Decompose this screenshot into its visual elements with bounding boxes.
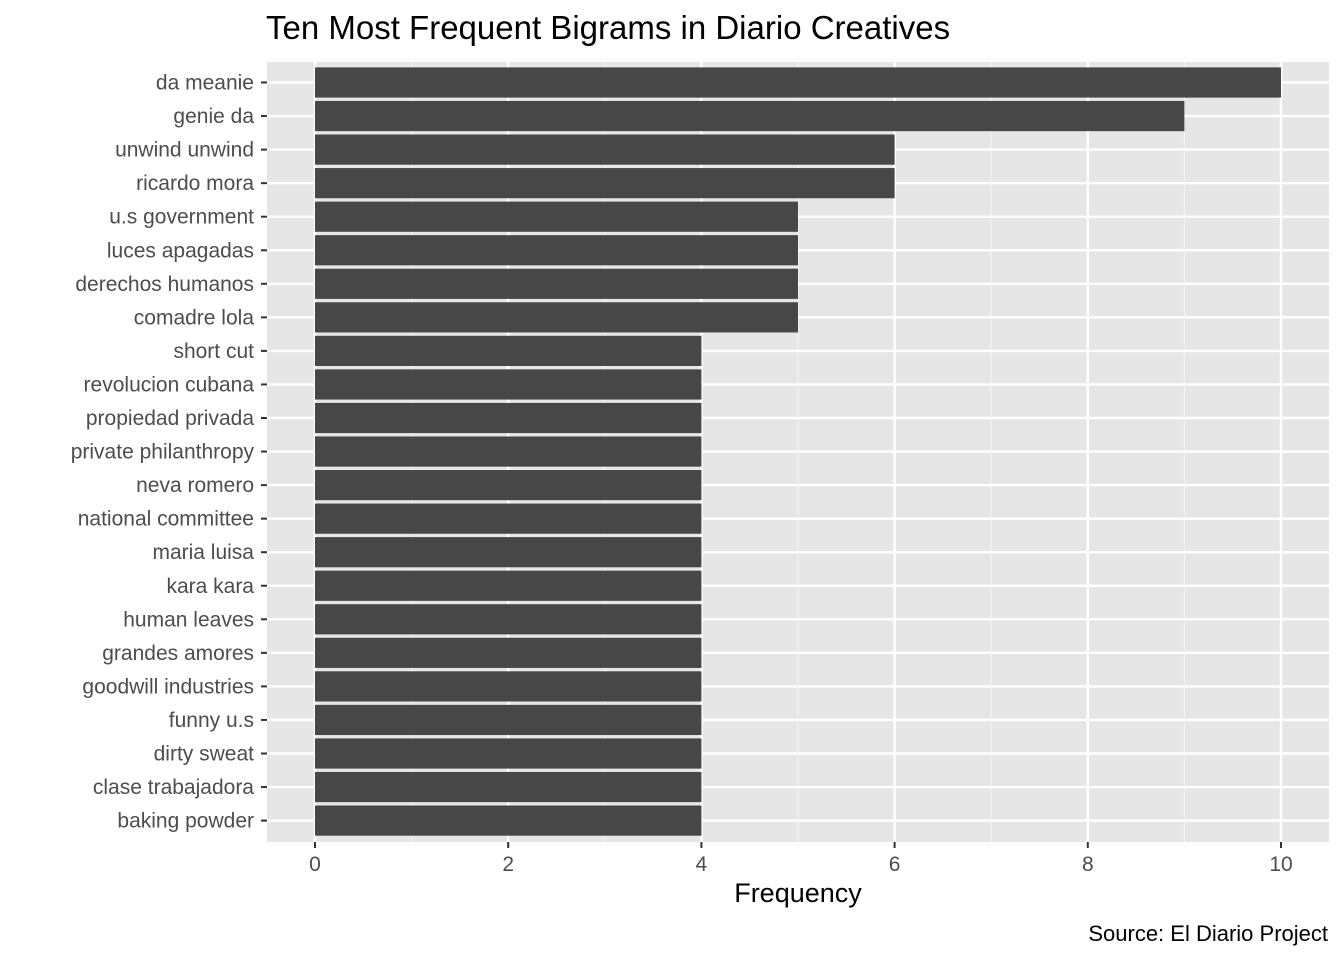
x-tick-label: 8 xyxy=(1082,853,1094,876)
bar-propiedad-privada xyxy=(315,402,702,434)
bar-maria-luisa xyxy=(315,537,702,568)
y-tick-label: unwind unwind xyxy=(115,139,254,162)
bar-national-committee xyxy=(315,503,702,534)
y-tick-label: da meanie xyxy=(156,72,254,95)
bar-luces-apagadas xyxy=(315,235,798,266)
x-tick-label: 6 xyxy=(889,853,901,876)
bars xyxy=(315,67,1281,836)
y-tick-label: neva romero xyxy=(136,474,254,497)
y-tick-label: revolucion cubana xyxy=(84,373,255,396)
y-tick-label: private philanthropy xyxy=(71,441,255,464)
chart-caption: Source: El Diario Project xyxy=(1088,921,1328,946)
y-axis: da meanie genie da unwind unwind ricardo mo… xyxy=(71,72,267,833)
y-tick-label: luces apagadas xyxy=(107,239,254,262)
x-axis-title: Frequency xyxy=(734,878,862,908)
y-tick-label: baking powder xyxy=(117,810,254,833)
bar-unwind-unwind xyxy=(315,134,895,165)
bar-derechos-humanos xyxy=(315,268,798,299)
y-tick-label: genie da xyxy=(173,105,254,128)
y-tick-label: u.s government xyxy=(109,206,254,229)
y-tick-label: maria luisa xyxy=(152,541,254,564)
bar-genie-da xyxy=(315,100,1185,132)
bar-baking-powder xyxy=(315,805,702,836)
y-tick-label: dirty sweat xyxy=(154,743,255,766)
bar-human-leaves xyxy=(315,604,702,635)
bar-da-meanie xyxy=(315,67,1281,98)
x-tick-label: 10 xyxy=(1269,853,1292,876)
bar-clase-trabajadora xyxy=(315,771,702,803)
y-tick-label: kara kara xyxy=(166,575,254,598)
x-tick-label: 4 xyxy=(696,853,708,876)
bar-ricardo-mora xyxy=(315,168,895,199)
bar-u-s-government xyxy=(315,201,798,232)
y-tick-label: derechos humanos xyxy=(75,273,254,296)
x-tick-label: 2 xyxy=(502,853,514,876)
y-tick-label: clase trabajadora xyxy=(93,776,254,799)
y-tick-label: human leaves xyxy=(123,608,254,631)
bar-kara-kara xyxy=(315,570,702,601)
x-axis: 0 2 4 6 8 10 xyxy=(309,842,1293,876)
bar-goodwill-industries xyxy=(315,671,702,702)
bar-short-cut xyxy=(315,335,702,366)
y-tick-label: ricardo mora xyxy=(136,172,254,195)
bar-funny-u-s xyxy=(315,704,702,736)
x-tick-label: 0 xyxy=(309,853,321,876)
y-tick-label: propiedad privada xyxy=(86,407,254,430)
y-tick-label: goodwill industries xyxy=(82,675,254,698)
bar-grandes-amores xyxy=(315,637,702,668)
y-tick-label: short cut xyxy=(173,340,254,363)
bar-neva-romero xyxy=(315,470,702,501)
bar-dirty-sweat xyxy=(315,738,702,769)
y-tick-label: comadre lola xyxy=(134,306,255,329)
y-tick-label: national committee xyxy=(78,508,254,531)
bar-revolucion-cubana xyxy=(315,369,702,400)
bar-comadre-lola xyxy=(315,302,798,333)
bar-private-philanthropy xyxy=(315,436,702,467)
y-tick-label: funny u.s xyxy=(169,709,254,732)
y-tick-label: grandes amores xyxy=(102,642,254,665)
chart-title: Ten Most Frequent Bigrams in Diario Crea… xyxy=(266,9,950,46)
